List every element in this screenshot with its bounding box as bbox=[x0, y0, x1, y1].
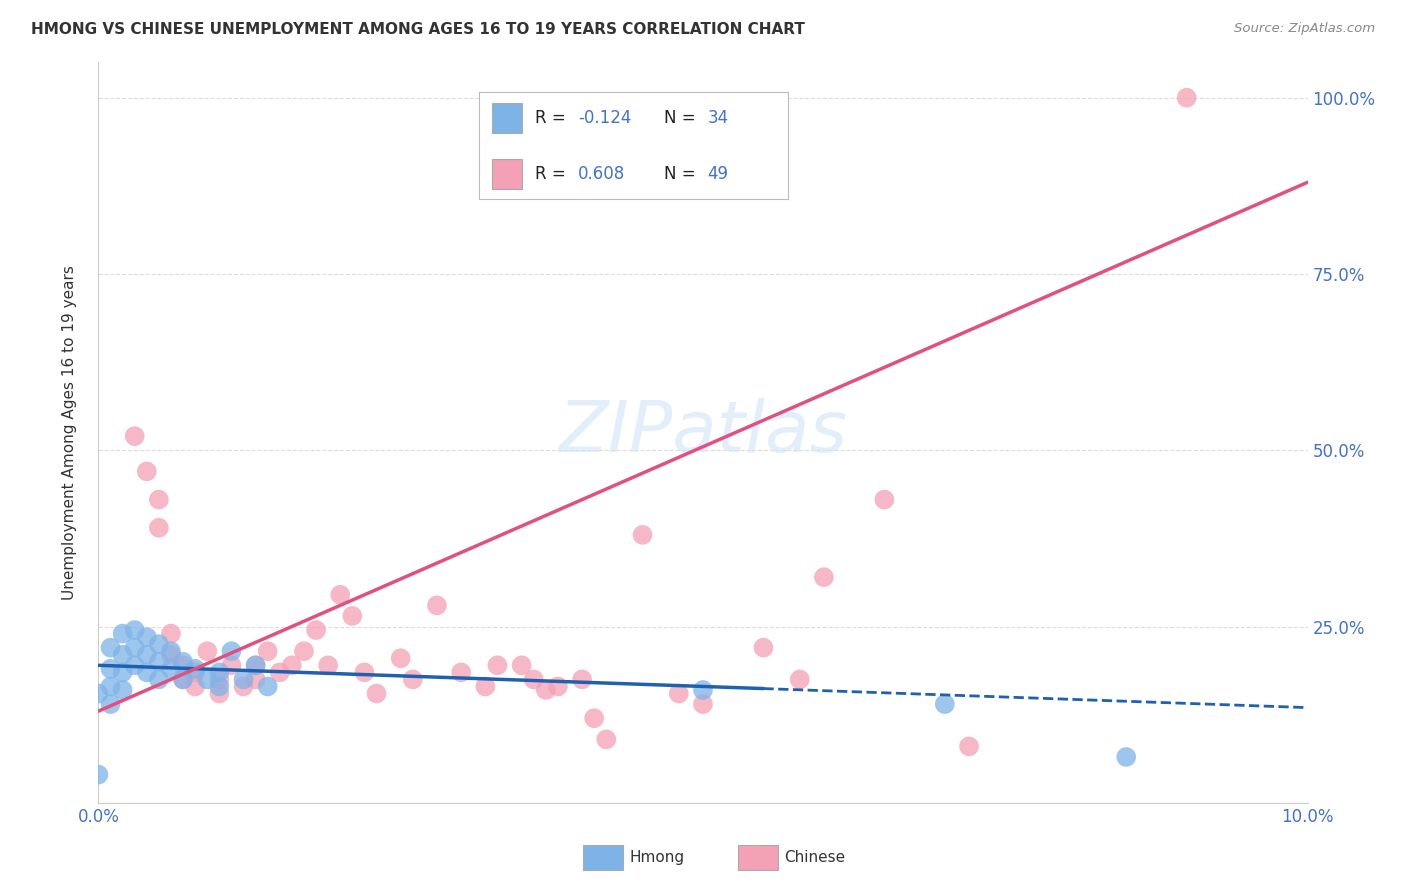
Point bbox=[172, 655, 194, 669]
Point bbox=[752, 640, 775, 655]
Y-axis label: Unemployment Among Ages 16 to 19 years: Unemployment Among Ages 16 to 19 years bbox=[62, 265, 77, 600]
Point bbox=[450, 665, 472, 680]
Point bbox=[172, 673, 194, 687]
Point bbox=[135, 630, 157, 644]
Point bbox=[172, 673, 194, 687]
Point bbox=[316, 658, 339, 673]
Point bbox=[124, 429, 146, 443]
Text: HMONG VS CHINESE UNEMPLOYMENT AMONG AGES 16 TO 19 YEARS CORRELATION CHART: HMONG VS CHINESE UNEMPLOYMENT AMONG AGES… bbox=[31, 22, 804, 37]
Point bbox=[111, 665, 134, 680]
Point bbox=[631, 528, 654, 542]
Point bbox=[124, 658, 146, 673]
Point bbox=[692, 697, 714, 711]
Point bbox=[195, 673, 218, 687]
Point bbox=[583, 711, 606, 725]
Point bbox=[160, 626, 183, 640]
Point bbox=[184, 662, 207, 676]
Point bbox=[160, 644, 183, 658]
Point bbox=[208, 680, 231, 694]
Point bbox=[148, 655, 170, 669]
Text: Chinese: Chinese bbox=[785, 850, 845, 864]
Point bbox=[692, 683, 714, 698]
Text: Hmong: Hmong bbox=[630, 850, 685, 864]
Point bbox=[87, 767, 110, 781]
Point bbox=[571, 673, 593, 687]
Point bbox=[366, 686, 388, 700]
Point bbox=[111, 648, 134, 662]
Point bbox=[245, 673, 267, 687]
Point bbox=[100, 662, 122, 676]
Point bbox=[148, 637, 170, 651]
Point bbox=[281, 658, 304, 673]
Point bbox=[474, 680, 496, 694]
Point bbox=[208, 686, 231, 700]
Text: Source: ZipAtlas.com: Source: ZipAtlas.com bbox=[1234, 22, 1375, 36]
Point bbox=[389, 651, 412, 665]
Point bbox=[934, 697, 956, 711]
Point bbox=[305, 623, 328, 637]
Point bbox=[256, 680, 278, 694]
Point bbox=[148, 521, 170, 535]
Point bbox=[172, 658, 194, 673]
Point bbox=[269, 665, 291, 680]
Point bbox=[789, 673, 811, 687]
Point bbox=[595, 732, 617, 747]
Point bbox=[124, 640, 146, 655]
Text: ZIPatlas: ZIPatlas bbox=[558, 398, 848, 467]
Point bbox=[1175, 91, 1198, 105]
Point bbox=[160, 648, 183, 662]
Point bbox=[135, 665, 157, 680]
Point bbox=[342, 609, 364, 624]
Point bbox=[534, 683, 557, 698]
Point bbox=[547, 680, 569, 694]
Point bbox=[668, 686, 690, 700]
Point bbox=[208, 665, 231, 680]
Point bbox=[208, 673, 231, 687]
Point bbox=[195, 644, 218, 658]
Point bbox=[100, 680, 122, 694]
Point bbox=[232, 680, 254, 694]
Point bbox=[111, 683, 134, 698]
Point bbox=[221, 658, 243, 673]
Point bbox=[135, 464, 157, 478]
Point bbox=[353, 665, 375, 680]
Point bbox=[402, 673, 425, 687]
Point bbox=[292, 644, 315, 658]
Point bbox=[124, 623, 146, 637]
Point bbox=[232, 673, 254, 687]
Point bbox=[148, 492, 170, 507]
Point bbox=[813, 570, 835, 584]
Point bbox=[184, 680, 207, 694]
Point bbox=[245, 658, 267, 673]
Point bbox=[87, 686, 110, 700]
Point bbox=[135, 648, 157, 662]
Point bbox=[1115, 750, 1137, 764]
Point bbox=[329, 588, 352, 602]
Point bbox=[221, 644, 243, 658]
Point bbox=[148, 673, 170, 687]
Point bbox=[111, 626, 134, 640]
Point bbox=[873, 492, 896, 507]
Point bbox=[523, 673, 546, 687]
Point bbox=[160, 662, 183, 676]
Point bbox=[957, 739, 980, 754]
Point bbox=[486, 658, 509, 673]
Point bbox=[184, 665, 207, 680]
Point bbox=[245, 658, 267, 673]
Point bbox=[426, 599, 449, 613]
Point bbox=[100, 640, 122, 655]
Point bbox=[510, 658, 533, 673]
Point bbox=[256, 644, 278, 658]
Point bbox=[100, 697, 122, 711]
